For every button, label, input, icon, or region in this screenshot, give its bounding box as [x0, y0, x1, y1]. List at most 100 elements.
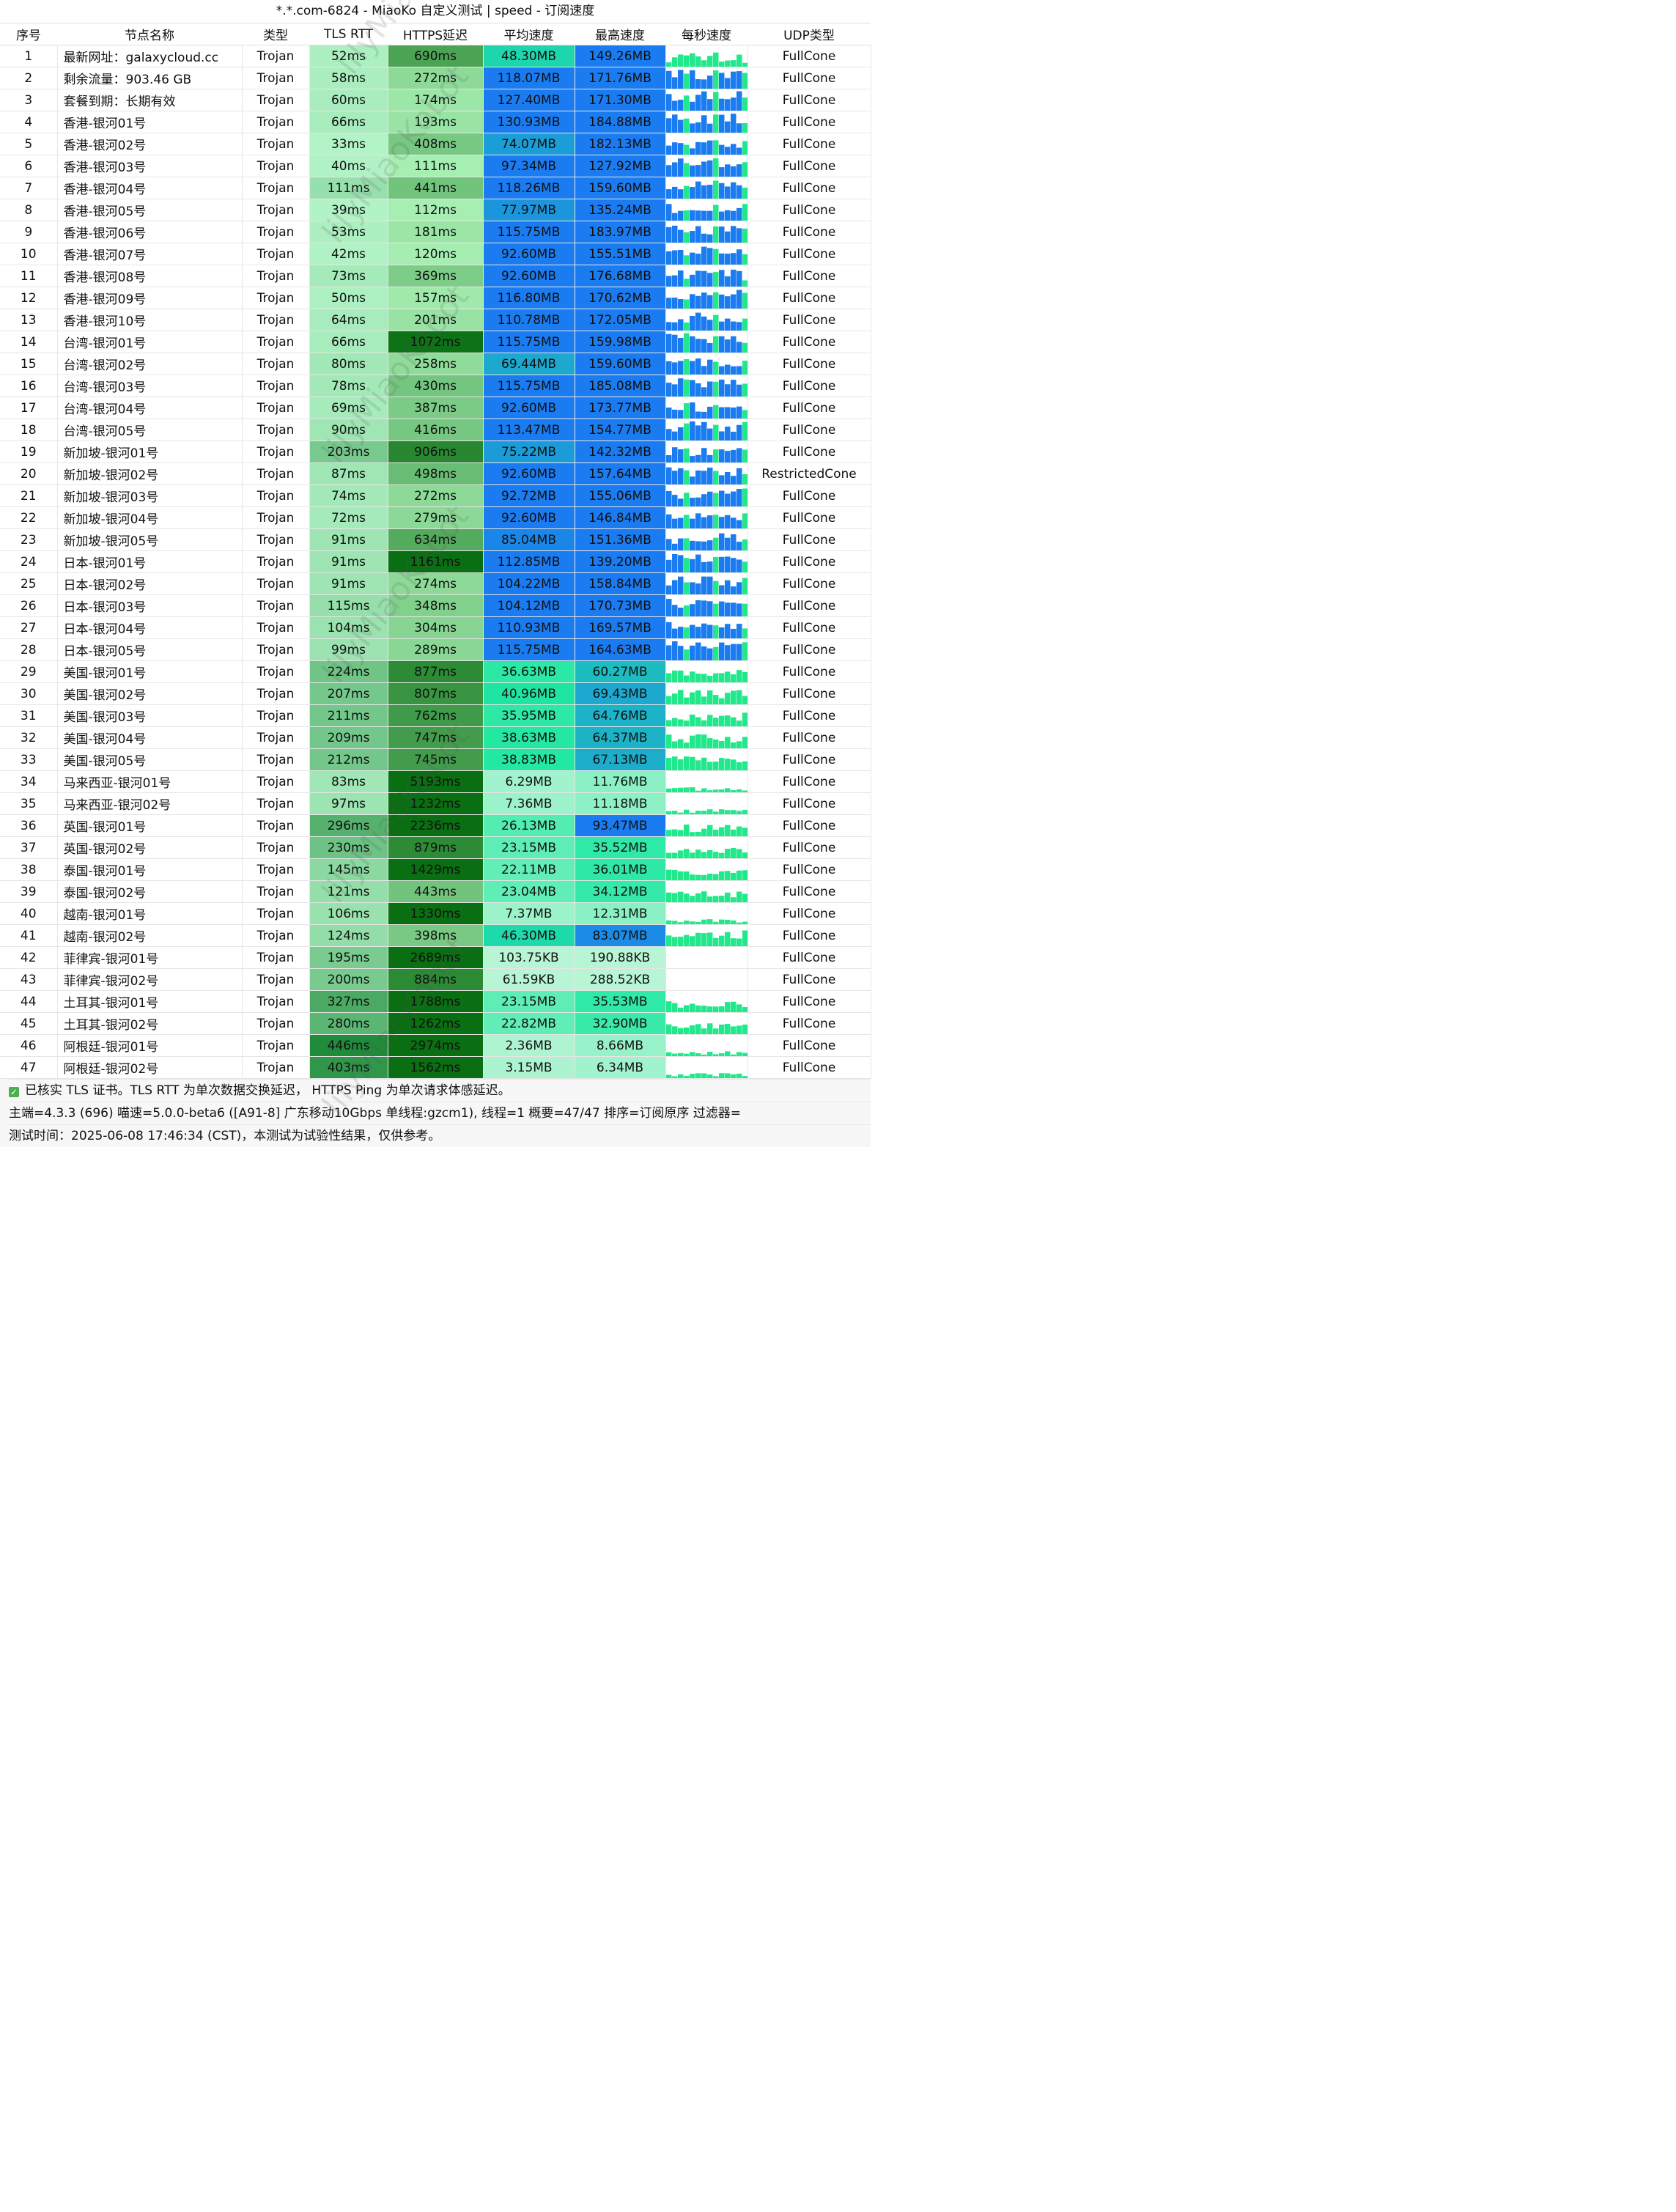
table-row[interactable]: 35 马来西亚-银河02号 Trojan 97ms 1232ms 7.36MB 11.18M… — [0, 792, 871, 815]
speed-bar — [706, 648, 712, 660]
table-row[interactable]: 11 香港-银河08号 Trojan 73ms 369ms 92.60MB 176.68MB… — [0, 265, 871, 287]
speed-bar — [742, 162, 747, 177]
header-max-speed[interactable]: 最高速度 — [575, 23, 665, 45]
table-row[interactable]: 33 美国-银河05号 Trojan 212ms 745ms 38.83MB 67.13MB… — [0, 748, 871, 771]
speed-bar — [671, 893, 677, 902]
cell-index: 11 — [0, 265, 58, 287]
table-row[interactable]: 18 台湾-银河05号 Trojan 90ms 416ms 113.47MB 154.77M… — [0, 419, 871, 441]
header-per-second-speed[interactable]: 每秒速度 — [665, 23, 747, 45]
cell-type: Trojan — [242, 375, 310, 397]
header-avg-speed[interactable]: 平均速度 — [483, 23, 575, 45]
table-row[interactable]: 45 土耳其-银河02号 Trojan 280ms 1262ms 22.82MB 32.90… — [0, 1012, 871, 1035]
speed-sparkline — [665, 488, 747, 506]
table-row[interactable]: 47 阿根廷-银河02号 Trojan 403ms 1562ms 3.15MB 6.34MB… — [0, 1056, 871, 1079]
table-row[interactable]: 32 美国-银河04号 Trojan 209ms 747ms 38.63MB 64.37MB… — [0, 726, 871, 749]
cell-type: Trojan — [242, 419, 310, 441]
table-row[interactable]: 26 日本-银河03号 Trojan 115ms 348ms 104.12MB 170.73… — [0, 594, 871, 617]
table-row[interactable]: 16 台湾-银河03号 Trojan 78ms 430ms 115.75MB 185.08M… — [0, 375, 871, 397]
speed-bar — [695, 717, 701, 726]
table-row[interactable]: 36 英国-银河01号 Trojan 296ms 2236ms 26.13MB 93.47M… — [0, 814, 871, 837]
cell-tls-rtt: 200ms — [309, 968, 388, 991]
table-row[interactable]: 41 越南-银河02号 Trojan 124ms 398ms 46.30MB 83.07MB… — [0, 924, 871, 947]
table-row[interactable]: 22 新加坡-银河04号 Trojan 72ms 279ms 92.60MB 146.84M… — [0, 506, 871, 529]
table-row[interactable]: 25 日本-银河02号 Trojan 91ms 274ms 104.22MB 158.84M… — [0, 572, 871, 595]
table-row[interactable]: 13 香港-银河10号 Trojan 64ms 201ms 110.78MB 172.05M… — [0, 309, 871, 331]
table-row[interactable]: 20 新加坡-银河02号 Trojan 87ms 498ms 92.60MB 157.64M… — [0, 462, 871, 485]
table-row[interactable]: 15 台湾-银河02号 Trojan 80ms 258ms 69.44MB 159.60MB… — [0, 353, 871, 375]
table-row[interactable]: 34 马来西亚-银河01号 Trojan 83ms 5193ms 6.29MB 11.76M… — [0, 770, 871, 793]
cell-tls-rtt: 58ms — [309, 67, 388, 89]
table-row[interactable]: 12 香港-银河09号 Trojan 50ms 157ms 116.80MB 170.62M… — [0, 287, 871, 309]
table-row[interactable]: 27 日本-银河04号 Trojan 104ms 304ms 110.93MB 169.57… — [0, 616, 871, 639]
speed-bar — [701, 788, 706, 792]
table-row[interactable]: 4 香港-银河01号 Trojan 66ms 193ms 130.93MB 184.88MB… — [0, 111, 871, 133]
cell-per-second-speed — [665, 748, 748, 771]
table-row[interactable]: 9 香港-银河06号 Trojan 53ms 181ms 115.75MB 183.97MB… — [0, 221, 871, 243]
table-row[interactable]: 2 剩余流量：903.46 GB Trojan 58ms 272ms 118.07MB 17… — [0, 67, 871, 89]
table-row[interactable]: 1 最新网址：galaxycloud.cc Trojan 52ms 690ms 48.30… — [0, 45, 871, 67]
cell-tls-rtt: 121ms — [309, 880, 388, 903]
table-row[interactable]: 21 新加坡-银河03号 Trojan 74ms 272ms 92.72MB 155.06M… — [0, 484, 871, 507]
speed-bar — [742, 737, 747, 748]
cell-avg-speed: 85.04MB — [483, 528, 575, 551]
cell-avg-speed: 2.36MB — [483, 1034, 575, 1057]
speed-bar — [671, 162, 677, 177]
table-row[interactable]: 17 台湾-银河04号 Trojan 69ms 387ms 92.60MB 173.77MB… — [0, 397, 871, 419]
table-row[interactable]: 6 香港-银河03号 Trojan 40ms 111ms 97.34MB 127.92MB F… — [0, 155, 871, 177]
speed-bar — [701, 734, 706, 748]
table-row[interactable]: 5 香港-银河02号 Trojan 33ms 408ms 74.07MB 182.13MB F… — [0, 133, 871, 155]
table-row[interactable]: 40 越南-银河01号 Trojan 106ms 1330ms 7.37MB 12.31MB… — [0, 902, 871, 925]
table-row[interactable]: 19 新加坡-银河01号 Trojan 203ms 906ms 75.22MB 142.32… — [0, 440, 871, 463]
table-row[interactable]: 24 日本-银河01号 Trojan 91ms 1161ms 112.85MB 139.20… — [0, 550, 871, 573]
header-tls-rtt[interactable]: TLS RTT — [309, 23, 388, 45]
table-row[interactable]: 42 菲律宾-银河01号 Trojan 195ms 2689ms 103.75KB 190.… — [0, 946, 871, 969]
cell-index: 5 — [0, 133, 58, 155]
cell-avg-speed: 69.44MB — [483, 353, 575, 375]
speed-bar — [706, 515, 712, 528]
speed-bar — [712, 140, 718, 155]
header-type[interactable]: 类型 — [242, 23, 309, 45]
table-row[interactable]: 3 套餐到期：长期有效 Trojan 60ms 174ms 127.40MB 171.30M… — [0, 89, 871, 111]
header-udp-type[interactable]: UDP类型 — [747, 23, 871, 45]
table-row[interactable]: 10 香港-银河07号 Trojan 42ms 120ms 92.60MB 155.51MB… — [0, 243, 871, 265]
table-row[interactable]: 43 菲律宾-银河02号 Trojan 200ms 884ms 61.59KB 288.52… — [0, 968, 871, 991]
table-row[interactable]: 37 英国-银河02号 Trojan 230ms 879ms 23.15MB 35.52MB… — [0, 836, 871, 859]
cell-node-name: 台湾-银河02号 — [57, 353, 243, 375]
header-https-latency[interactable]: HTTPS延迟 — [388, 23, 483, 45]
cell-https-latency: 120ms — [388, 243, 484, 265]
table-row[interactable]: 31 美国-银河03号 Trojan 211ms 762ms 35.95MB 64.76MB… — [0, 704, 871, 727]
table-row[interactable]: 44 土耳其-银河01号 Trojan 327ms 1788ms 23.15MB 35.53… — [0, 990, 871, 1013]
table-row[interactable]: 39 泰国-银河02号 Trojan 121ms 443ms 23.04MB 34.12MB… — [0, 880, 871, 903]
speed-bar — [724, 186, 730, 199]
cell-per-second-speed — [665, 265, 748, 287]
table-row[interactable]: 14 台湾-银河01号 Trojan 66ms 1072ms 115.75MB 159.98… — [0, 331, 871, 353]
table-row[interactable]: 30 美国-银河02号 Trojan 207ms 807ms 40.96MB 69.43MB… — [0, 682, 871, 705]
speed-bar — [683, 232, 689, 243]
header-index[interactable]: 序号 — [0, 23, 57, 45]
table-row[interactable]: 29 美国-银河01号 Trojan 224ms 877ms 36.63MB 60.27MB… — [0, 660, 871, 683]
table-row[interactable]: 23 新加坡-银河05号 Trojan 91ms 634ms 85.04MB 151.36M… — [0, 528, 871, 551]
header-node-name[interactable]: 节点名称 — [57, 23, 242, 45]
speed-bar — [677, 759, 683, 770]
table-row[interactable]: 46 阿根廷-银河01号 Trojan 446ms 2974ms 2.36MB 8.66MB… — [0, 1034, 871, 1057]
cell-per-second-speed — [665, 1012, 748, 1035]
speed-bar — [730, 938, 736, 946]
table-row[interactable]: 28 日本-银河05号 Trojan 99ms 289ms 115.75MB 164.63M… — [0, 638, 871, 661]
table-row[interactable]: 7 香港-银河04号 Trojan 111ms 441ms 118.26MB 159.60M… — [0, 177, 871, 199]
speed-bar — [736, 520, 742, 528]
cell-tls-rtt: 327ms — [309, 990, 388, 1013]
speed-bar — [677, 719, 683, 726]
speed-bar — [706, 873, 712, 880]
speed-bar — [736, 762, 742, 770]
speed-bar — [736, 249, 742, 265]
speed-bar — [730, 717, 736, 726]
speed-sparkline — [665, 225, 747, 243]
speed-sparkline — [665, 204, 747, 221]
speed-bar — [718, 1006, 724, 1012]
cell-https-latency: 2974ms — [388, 1034, 484, 1057]
table-row[interactable]: 38 泰国-银河01号 Trojan 145ms 1429ms 22.11MB 36.01M… — [0, 858, 871, 881]
cell-max-speed: 12.31MB — [575, 902, 666, 925]
speed-bar — [689, 787, 695, 792]
speed-bar — [671, 447, 677, 462]
table-row[interactable]: 8 香港-银河05号 Trojan 39ms 112ms 77.97MB 135.24MB F… — [0, 199, 871, 221]
